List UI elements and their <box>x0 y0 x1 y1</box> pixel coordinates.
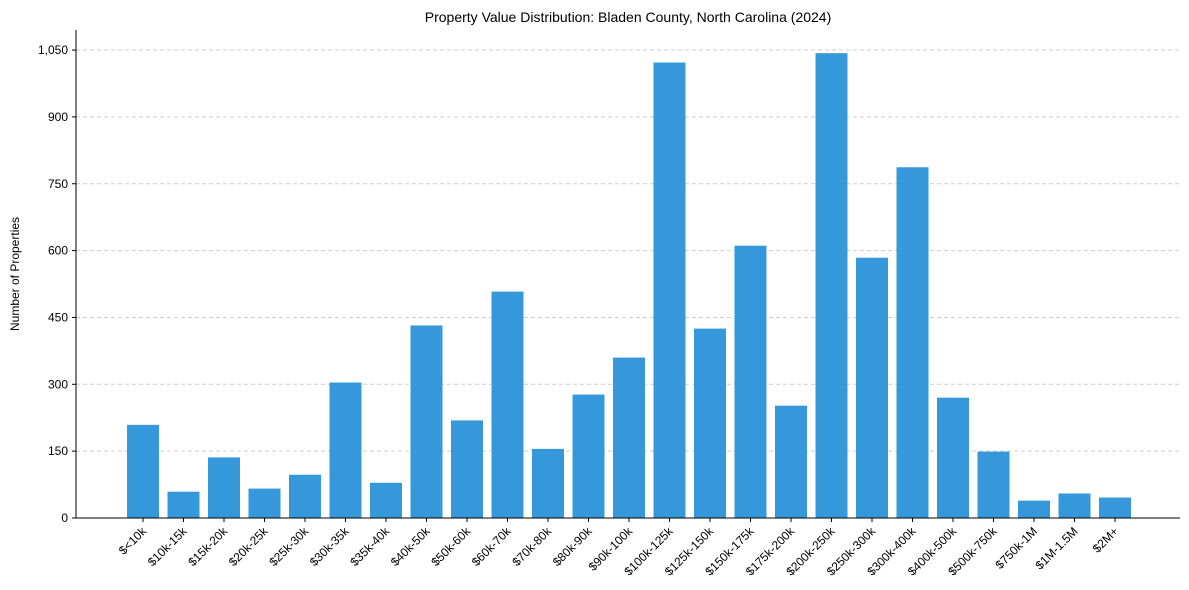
x-tick-label: $20k-25k <box>226 524 272 570</box>
bar <box>856 257 888 518</box>
bar <box>977 451 1010 518</box>
y-tick-label: 900 <box>48 110 68 124</box>
bar <box>491 291 524 518</box>
bar <box>127 424 159 518</box>
x-tick-label: $50k-60k <box>428 524 474 570</box>
bar <box>1099 497 1131 518</box>
bar <box>289 474 321 518</box>
x-tick-label: $35k-40k <box>347 524 393 570</box>
bar <box>896 167 929 519</box>
bar <box>1018 500 1050 518</box>
axes <box>75 30 1180 519</box>
bar <box>532 448 564 518</box>
bars <box>127 53 1131 519</box>
bar <box>572 394 605 518</box>
x-tick-label: $40k-50k <box>388 524 434 570</box>
x-tick-label: $<10k <box>116 524 150 558</box>
bar <box>370 482 402 518</box>
bar <box>694 328 726 518</box>
bar <box>410 325 443 518</box>
x-tick-label: $750k-1M <box>992 524 1040 572</box>
y-tick-label: 600 <box>48 244 68 258</box>
y-tick-label: 150 <box>48 444 68 458</box>
bar <box>775 405 807 518</box>
bar <box>167 491 200 518</box>
chart-title: Property Value Distribution: Bladen Coun… <box>425 9 831 25</box>
bar <box>248 488 281 518</box>
bar <box>815 53 848 518</box>
y-tick-label: 750 <box>48 177 68 191</box>
bar <box>451 420 483 518</box>
y-tick-label: 300 <box>48 377 68 391</box>
y-axis-label: Number of Properties <box>8 217 22 331</box>
x-tick-label: $60k-70k <box>469 524 515 570</box>
bar <box>1058 493 1091 518</box>
gridlines <box>76 49 1180 452</box>
x-tick-label: $15k-20k <box>185 524 231 570</box>
y-tick-label: 0 <box>61 511 68 525</box>
x-tick-label: $30k-35k <box>307 524 353 570</box>
x-ticks: $<10k$10k-15k$15k-20k$20k-25k$25k-30k$30… <box>116 518 1121 578</box>
bar <box>208 457 240 518</box>
x-tick-label: $25k-30k <box>266 524 312 570</box>
bar <box>937 397 969 518</box>
y-tick-label: 1,050 <box>38 43 68 57</box>
x-tick-label: $2M+ <box>1090 524 1121 555</box>
y-ticks: 0 150 300 450 600 750 900 1,050 <box>38 43 76 525</box>
bar <box>329 382 362 518</box>
x-tick-label: $70k-80k <box>509 524 555 570</box>
bar <box>613 357 645 518</box>
y-tick-label: 450 <box>48 310 68 324</box>
bar <box>734 245 767 519</box>
x-tick-label: $10k-15k <box>145 524 191 570</box>
bar <box>653 62 686 519</box>
x-tick-label: $1M-1.5M <box>1033 524 1081 572</box>
